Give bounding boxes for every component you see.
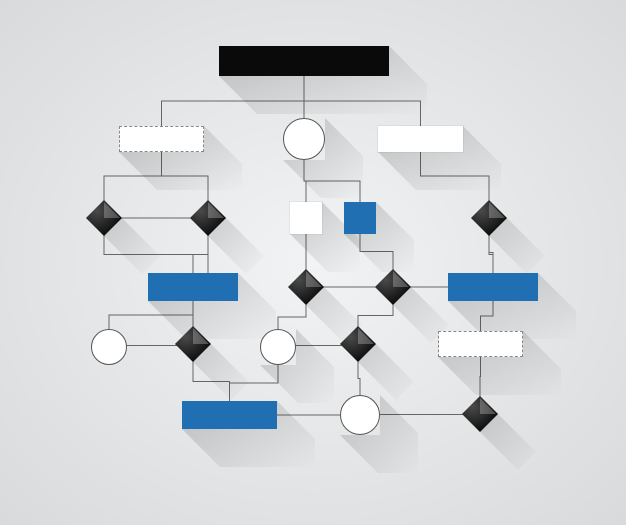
rect-node	[290, 202, 322, 234]
circle-node	[260, 329, 296, 365]
flowchart	[0, 0, 626, 525]
diamond-node	[340, 326, 376, 362]
diamond-node	[375, 269, 411, 305]
rect-node	[182, 401, 277, 429]
rect-node	[448, 273, 538, 301]
rect-node	[148, 273, 238, 301]
circle-node	[91, 329, 127, 365]
rect-node	[119, 126, 204, 152]
diamond-node	[190, 200, 226, 236]
rect-node	[219, 46, 389, 76]
diamond-node	[471, 200, 507, 236]
rect-node	[438, 331, 523, 357]
diamond-node	[86, 200, 122, 236]
diamond-node	[288, 269, 324, 305]
circle-node	[340, 395, 380, 435]
diamond-node	[462, 396, 498, 432]
diamond-node	[175, 326, 211, 362]
circle-node	[283, 118, 325, 160]
edges-layer	[0, 0, 626, 525]
rect-node	[378, 126, 463, 152]
rect-node	[344, 202, 376, 234]
